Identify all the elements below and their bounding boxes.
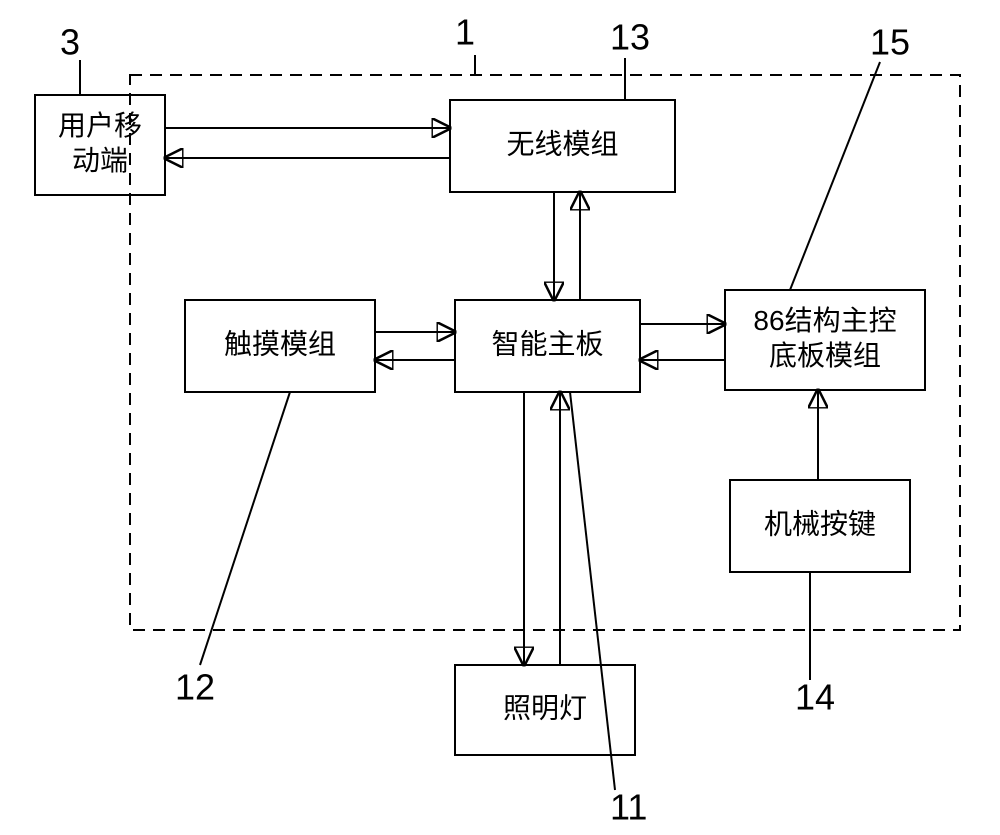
arrow-touch-smart_board (375, 332, 455, 360)
box-user_mobile: 用户移动端 (35, 95, 165, 195)
leader-n12-number: 12 (175, 667, 215, 708)
box-user_mobile-label-0: 用户移 (58, 110, 142, 141)
arrow-user_mobile-wireless (165, 128, 450, 158)
box-mech_button-label-0: 机械按键 (764, 508, 876, 539)
leader-n1-number: 1 (455, 12, 475, 53)
arrow-smart_board-ctrl_base (640, 324, 725, 360)
box-touch: 触摸模组 (185, 300, 375, 392)
arrow-smart_board-light (524, 392, 560, 665)
leader-n15: 15 (790, 22, 910, 290)
leader-n15-number: 15 (870, 22, 910, 63)
leader-n11: 11 (570, 392, 647, 828)
box-smart_board-label-0: 智能主板 (491, 328, 603, 359)
box-light-label-0: 照明灯 (503, 692, 587, 723)
box-ctrl_base-label-0: 86结构主控 (753, 305, 896, 336)
leader-n3: 3 (60, 22, 80, 95)
box-wireless-label-0: 无线模组 (506, 128, 618, 159)
leader-n3-number: 3 (60, 22, 80, 63)
leader-n11-number: 11 (610, 787, 647, 828)
leader-n12: 12 (175, 392, 290, 708)
box-wireless: 无线模组 (450, 100, 675, 192)
box-ctrl_base: 86结构主控底板模组 (725, 290, 925, 390)
box-ctrl_base-label-1: 底板模组 (769, 340, 881, 371)
leader-n1: 1 (455, 12, 475, 75)
leader-n13: 13 (610, 17, 650, 100)
box-light: 照明灯 (455, 665, 635, 755)
box-smart_board: 智能主板 (455, 300, 640, 392)
leader-n14: 14 (795, 572, 835, 718)
leader-n13-number: 13 (610, 17, 650, 58)
box-mech_button: 机械按键 (730, 480, 910, 572)
leader-n14-number: 14 (795, 677, 835, 718)
box-touch-label-0: 触摸模组 (224, 328, 336, 359)
box-user_mobile-label-1: 动端 (72, 145, 128, 176)
arrow-wireless-smart_board (554, 192, 580, 300)
